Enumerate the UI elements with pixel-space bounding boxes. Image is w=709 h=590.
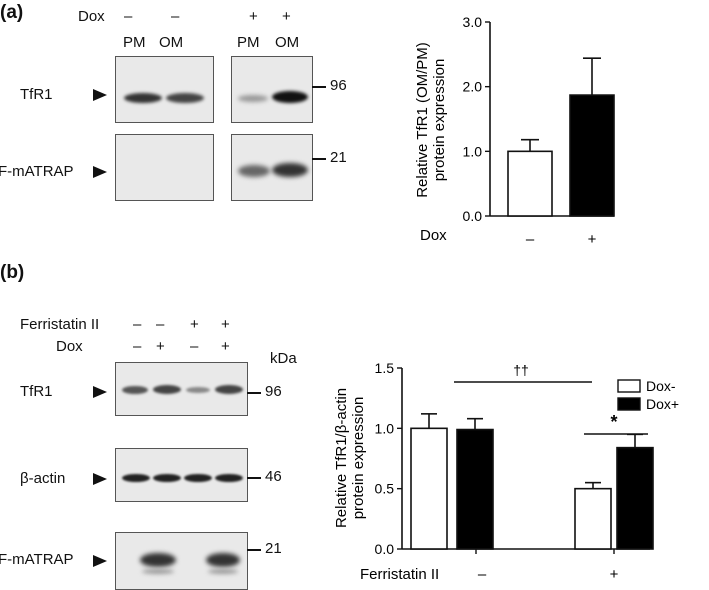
row-label: TfR1 <box>20 383 53 400</box>
kda-marker: 21 <box>265 540 282 557</box>
y-tick-label: 0.5 <box>375 481 395 497</box>
kda-marker: 96 <box>265 383 282 400</box>
dox-mark: – <box>133 338 142 355</box>
band <box>238 165 270 177</box>
bar-dox- <box>410 427 448 550</box>
ferristatin-mark: – <box>156 316 165 333</box>
x-tick-label: – <box>526 231 535 248</box>
marker-tick <box>247 549 261 551</box>
dox-mark: + <box>282 8 291 25</box>
band <box>272 91 308 103</box>
bar-dox- <box>574 487 612 550</box>
dox-mark: – <box>124 8 133 25</box>
kda-marker: 46 <box>265 468 282 485</box>
row-label: F-mATRAP <box>0 163 74 180</box>
row-label: F-mATRAP <box>0 551 74 568</box>
bar-dox- <box>616 446 654 550</box>
dox-mark: + <box>249 8 258 25</box>
chart-a: 0.0 1.0 2.0 3.0 Relative TfR1 (OM/PM)protein… <box>414 14 615 248</box>
arrowhead-icon <box>93 473 107 485</box>
bar-dox- <box>456 428 494 550</box>
band <box>122 386 148 394</box>
significance-mark: †† <box>513 362 529 378</box>
dox-label-a: Dox <box>78 8 105 25</box>
dox-label-b: Dox <box>56 338 83 355</box>
band <box>208 569 238 574</box>
y-tick-label: 3.0 <box>463 14 483 30</box>
band <box>153 385 181 394</box>
row-label: β-actin <box>20 470 66 487</box>
row-label: TfR1 <box>20 86 53 103</box>
lane-label: PM <box>237 34 260 51</box>
lane-label: OM <box>275 34 300 51</box>
panel-b-label: (b) <box>0 262 25 283</box>
y-axis-label: Relative TfR1 (OM/PM)protein expression <box>414 42 448 198</box>
blot-fmatrap-a-left <box>115 134 214 201</box>
arrowhead-icon <box>93 166 107 178</box>
band <box>272 163 308 177</box>
lane-label: OM <box>159 34 184 51</box>
significance-mark: * <box>610 412 617 432</box>
band <box>166 93 204 103</box>
legend-label: Dox- <box>646 378 676 394</box>
y-tick-label: 1.5 <box>375 360 395 376</box>
marker-tick <box>247 392 261 394</box>
chart-b: 0.0 0.5 1.0 1.5 Relative TfR1/β-actinprotein… <box>333 360 679 583</box>
marker-tick <box>247 477 261 479</box>
legend-swatch <box>617 397 641 411</box>
band <box>206 553 240 567</box>
y-tick-label: 0.0 <box>463 208 483 224</box>
y-tick-label: 1.0 <box>375 420 395 436</box>
band <box>184 474 212 482</box>
legend-swatch <box>617 379 641 393</box>
blot-fmatrap-a-right <box>231 134 313 201</box>
bar <box>569 94 615 217</box>
dox-mark: + <box>156 338 165 355</box>
marker-tick <box>312 86 326 88</box>
bar <box>507 150 553 217</box>
dox-mark: + <box>221 338 230 355</box>
x-axis-label: Dox <box>420 227 447 244</box>
lane-label: PM <box>123 34 146 51</box>
y-tick-label: 0.0 <box>375 541 395 557</box>
blot-tfr1-b <box>115 362 248 416</box>
ferristatin-mark: – <box>133 316 142 333</box>
band <box>153 474 181 482</box>
y-tick-label: 2.0 <box>463 79 483 95</box>
marker-tick <box>312 158 326 160</box>
ferristatin-mark: + <box>221 316 230 333</box>
blot-tfr1-a-right <box>231 56 313 123</box>
kda-marker: 21 <box>330 149 347 166</box>
x-tick-label: + <box>588 231 597 248</box>
y-axis-label: Relative TfR1/β-actinprotein expression <box>333 388 367 528</box>
dox-mark: – <box>190 338 199 355</box>
legend-label: Dox+ <box>646 396 679 412</box>
band <box>186 387 210 393</box>
band <box>122 474 150 482</box>
blot-tfr1-a-left <box>115 56 214 123</box>
panel-a-label: (a) <box>0 2 24 23</box>
band <box>215 474 243 482</box>
dox-mark: – <box>171 8 180 25</box>
band <box>140 553 176 567</box>
x-tick-label: – <box>478 566 487 583</box>
y-tick-label: 1.0 <box>463 143 483 159</box>
ferristatin-label-b: Ferristatin II <box>20 316 100 333</box>
ferristatin-mark: + <box>190 316 199 333</box>
arrowhead-icon <box>93 386 107 398</box>
blot-fmatrap-b <box>115 532 248 590</box>
kda-marker: 96 <box>330 77 347 94</box>
band <box>124 93 162 103</box>
band <box>238 95 268 102</box>
x-axis-label: Ferristatin II <box>360 566 439 583</box>
x-tick-label: + <box>610 566 619 583</box>
band <box>215 385 243 394</box>
arrowhead-icon <box>93 89 107 101</box>
band <box>142 569 174 574</box>
arrowhead-icon <box>93 555 107 567</box>
kda-label: kDa <box>270 350 297 367</box>
blot-actin-b <box>115 448 248 502</box>
